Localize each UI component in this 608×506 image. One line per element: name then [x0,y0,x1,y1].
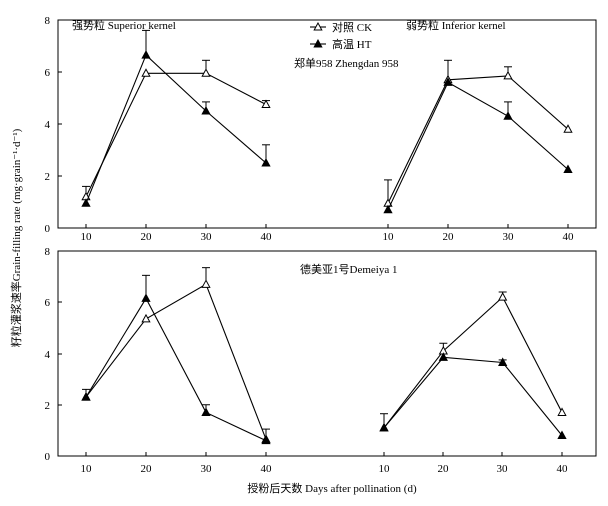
x-tick-label: 30 [497,463,509,475]
ht-point [383,204,393,214]
ht-series-line [85,54,267,204]
ck-point [141,313,151,323]
legend-ht-label: 高温 HT [332,37,372,51]
ck-point [503,70,513,80]
legend-ck-label: 对照 CK [332,20,372,34]
superior-kernel-label: 强势粒 Superior kernel [72,18,176,32]
x-tick-label: 20 [443,231,455,243]
x-tick-label: 40 [261,463,273,475]
y-tick-label: 6 [45,67,51,79]
ht-series-line [387,81,569,211]
ht-point [201,407,211,416]
legend: 对照 CK 高温 HT [310,20,372,51]
y-tick-label: 0 [45,223,51,235]
ck-point [201,279,211,288]
y-tick-label: 0 [45,451,51,463]
ht-point [141,50,151,59]
y-tick-label: 4 [45,119,51,131]
x-tick-label: 30 [503,231,515,243]
x-tick-label: 10 [81,463,93,475]
y-tick-label: 8 [45,15,51,27]
legend-ck-marker [313,21,323,31]
plot-layer [81,29,573,445]
x-tick-label: 10 [379,463,391,475]
x-tick-label: 10 [383,231,395,243]
top-panel-frame [57,19,597,229]
ht-point [503,111,513,120]
x-tick-label: 40 [557,463,569,475]
ht-point [261,435,271,445]
x-tick-label: 20 [141,463,153,475]
ht-point [563,164,573,173]
ck-point [141,68,151,77]
ck-series-line [387,75,569,204]
inferior-kernel-label: 弱势粒 Inferior kernel [406,18,506,32]
ck-series-line [383,296,563,429]
y-tick-label: 2 [45,171,51,183]
ht-point [438,352,448,361]
ht-point [261,157,271,167]
ht-point [498,357,508,366]
x-tick-label: 40 [563,231,575,243]
y-tick-label: 4 [45,349,51,361]
ck-point [261,99,271,108]
y-tick-label: 2 [45,400,51,412]
ck-series-line [85,72,267,198]
x-tick-label: 30 [201,231,213,243]
ck-series-line [85,283,267,440]
x-tick-label: 20 [438,463,450,475]
x-tick-label: 40 [261,231,273,243]
variety-label-zhengdan: 郑单958 Zhengdan 958 [294,56,399,70]
ht-series-line [383,356,563,436]
x-axis-title: 授粉后天数 Days after pollination (d) [247,481,417,495]
ht-point [141,293,151,302]
ck-point [201,68,211,77]
ck-point [557,407,567,416]
x-tick-label: 20 [141,231,153,243]
ck-point [498,292,508,301]
x-tick-label: 10 [81,231,93,243]
ht-point [81,198,91,207]
y-tick-label: 6 [45,297,51,309]
y-tick-label: 8 [45,246,51,258]
bottom-panel-frame [57,250,597,457]
ht-point [379,422,389,432]
x-tick-label: 30 [201,463,213,475]
ht-point [443,77,453,86]
ht-point [557,430,567,439]
ht-point [201,105,211,115]
ht-point [81,392,91,401]
ck-point [563,124,573,133]
variety-label-demeiya: 德美亚1号Demeiya 1 [300,262,397,276]
y-axis-title: 籽粒灌浆速率Grain-filling rate (mg·grain⁻¹·d⁻¹… [9,128,23,347]
legend-ht-marker [313,38,323,48]
ht-series-line [85,297,267,442]
